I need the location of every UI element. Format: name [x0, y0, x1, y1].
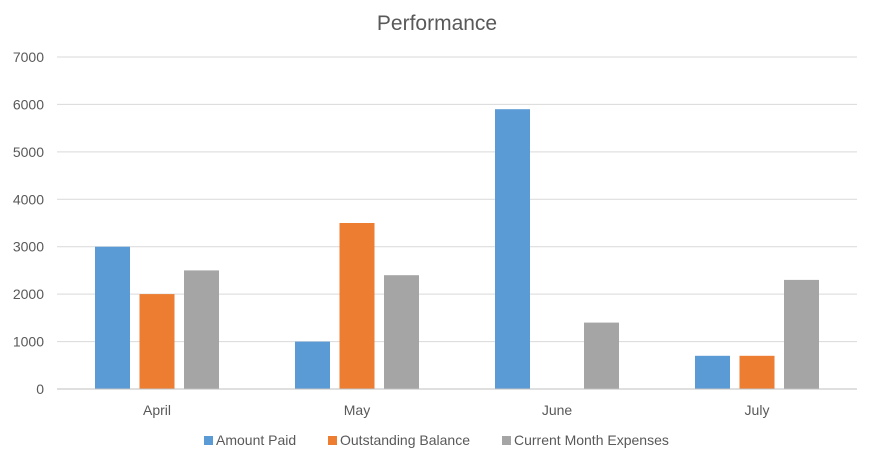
x-tick-label: June [542, 402, 573, 418]
legend-swatch [328, 436, 337, 445]
y-tick-label: 7000 [13, 49, 44, 65]
y-tick-label: 6000 [13, 96, 44, 112]
legend-label: Outstanding Balance [340, 432, 470, 448]
bar-outstanding-balance-may [339, 223, 375, 389]
bar-outstanding-balance-july [739, 355, 775, 389]
legend-swatch [204, 436, 213, 445]
x-tick-label: April [143, 402, 171, 418]
x-tick-label: July [745, 402, 770, 418]
bar-current-month-expenses-april [184, 270, 219, 389]
bar-current-month-expenses-july [784, 279, 819, 389]
y-tick-label: 5000 [13, 144, 44, 160]
bars [95, 109, 819, 389]
y-axis-tick-labels: 0 1000 2000 3000 4000 5000 6000 7000 [13, 49, 44, 397]
y-tick-label: 4000 [13, 191, 44, 207]
x-tick-label: May [344, 402, 370, 418]
y-tick-label: 3000 [13, 239, 44, 255]
bar-amount-paid-may [295, 341, 330, 389]
legend-swatch [502, 436, 511, 445]
y-tick-label: 2000 [13, 286, 44, 302]
bar-current-month-expenses-may [384, 275, 419, 389]
bar-amount-paid-july [695, 355, 730, 389]
chart-title: Performance [377, 12, 497, 35]
legend-label: Amount Paid [216, 432, 296, 448]
bar-amount-paid-april [95, 246, 130, 389]
y-tick-label: 0 [36, 381, 44, 397]
gridlines [57, 56, 857, 343]
bar-current-month-expenses-june [584, 322, 619, 389]
x-axis-tick-labels: April May June July [143, 402, 769, 418]
y-tick-label: 1000 [13, 334, 44, 350]
legend-label: Current Month Expenses [514, 432, 669, 448]
legend: Amount Paid Outstanding Balance Current Mo… [204, 432, 669, 448]
bar-amount-paid-june [495, 109, 530, 389]
bar-outstanding-balance-april [139, 294, 175, 389]
